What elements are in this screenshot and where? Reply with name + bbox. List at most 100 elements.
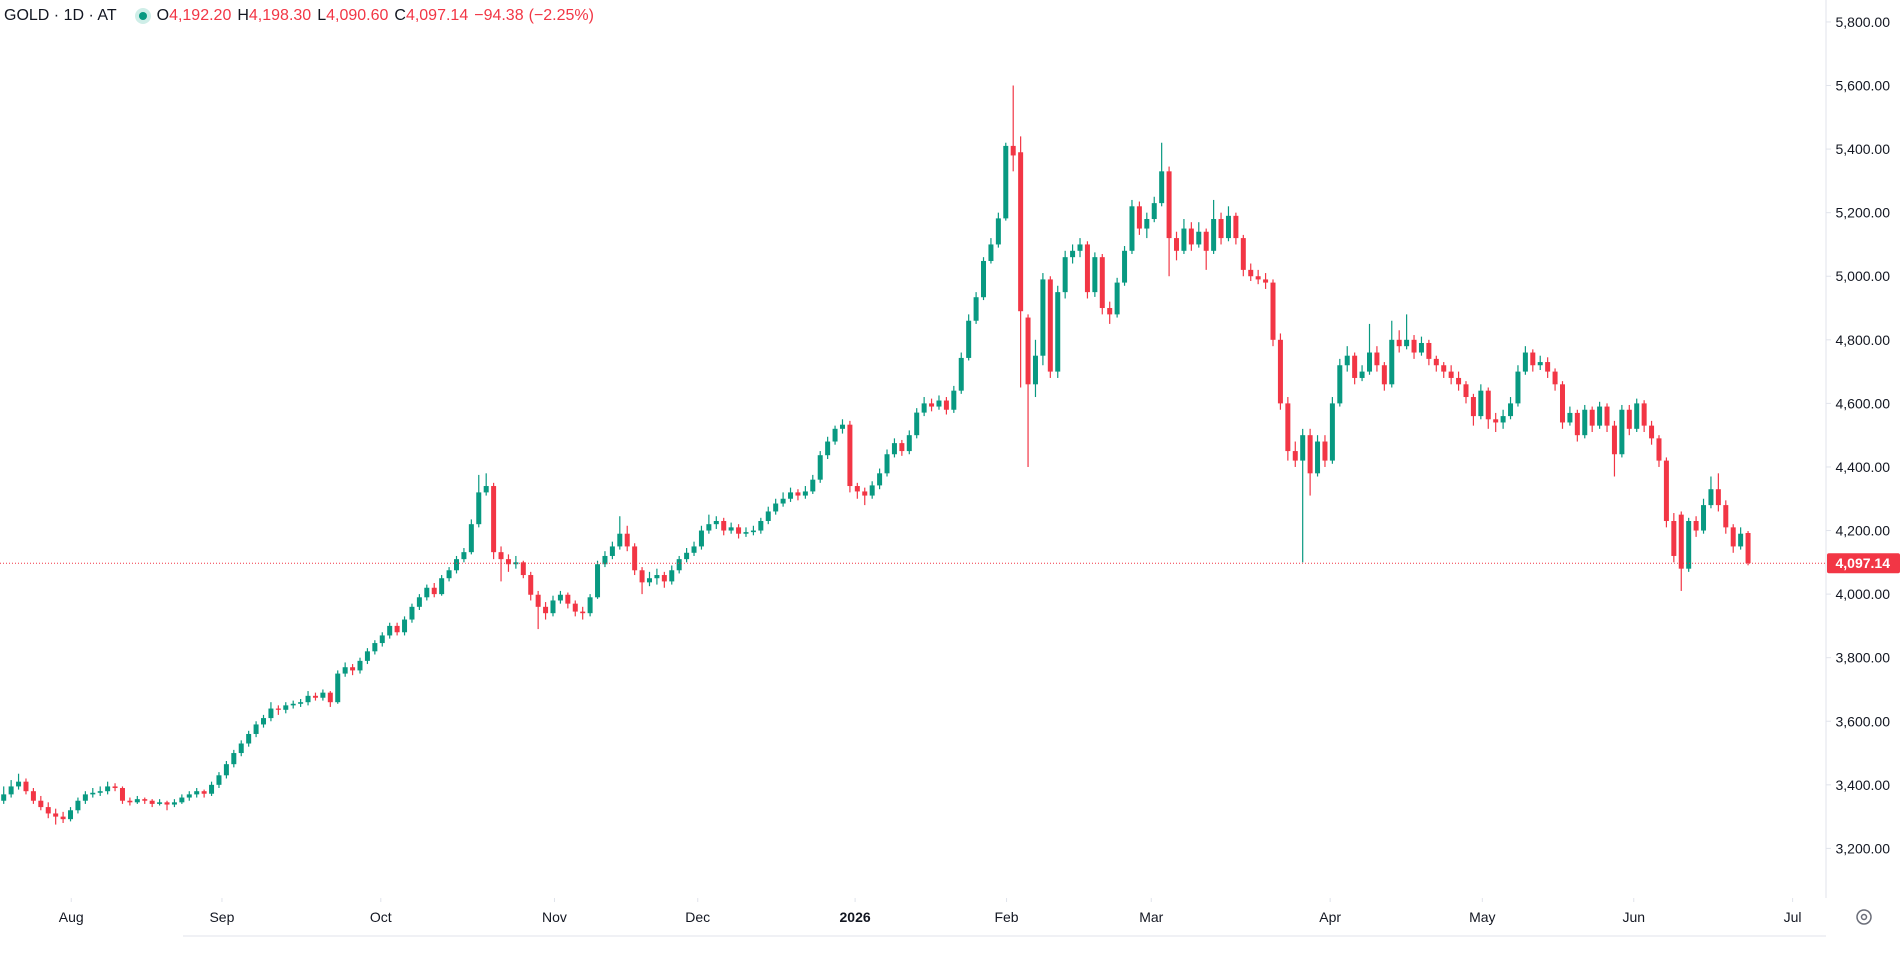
x-tick-label: Jul: [1784, 909, 1802, 925]
candle-body: [268, 708, 274, 719]
candle-body: [1211, 219, 1217, 251]
candle-body: [127, 800, 133, 803]
candle-body: [1010, 145, 1016, 156]
candle-body: [1611, 425, 1617, 455]
candle-body: [1240, 238, 1246, 270]
candle-body: [275, 708, 281, 710]
candle-body: [684, 552, 690, 560]
candle-body: [498, 552, 504, 560]
candle-body: [387, 625, 393, 636]
candle-body: [1277, 339, 1283, 404]
candle-body: [654, 575, 660, 579]
candle-body: [543, 606, 549, 614]
candle-body: [283, 705, 289, 710]
candle-body: [1441, 365, 1447, 372]
candle-body: [223, 764, 229, 776]
candle-body: [491, 486, 497, 553]
candle-body: [1315, 441, 1321, 474]
candle-body: [1151, 203, 1157, 220]
candle-body: [1270, 282, 1276, 340]
candle-body: [646, 578, 652, 583]
candle-body: [320, 692, 326, 698]
candle-body: [966, 320, 972, 358]
candle-body: [1730, 527, 1736, 547]
candle-body: [587, 597, 593, 614]
candle-body: [1062, 257, 1068, 293]
y-tick-label: 4,200.00: [1836, 523, 1891, 539]
candle-body: [839, 424, 845, 429]
candle-body: [179, 797, 185, 803]
symbol-title[interactable]: GOLD · 1D · AT: [4, 7, 117, 24]
y-tick-label: 5,200.00: [1836, 205, 1891, 221]
candle-body: [394, 625, 400, 633]
y-tick-label: 4,600.00: [1836, 395, 1891, 411]
candle-body: [305, 695, 311, 703]
candle-body: [958, 357, 964, 391]
candle-body: [505, 559, 511, 565]
candle-body: [632, 546, 638, 571]
settings-icon[interactable]: [1856, 909, 1872, 925]
candle-body: [1708, 489, 1714, 506]
candle-body: [1389, 339, 1395, 385]
candle-body: [1545, 362, 1551, 372]
candle-body: [1515, 371, 1521, 404]
candle-body: [1122, 250, 1128, 283]
candle-body: [68, 810, 74, 820]
candle-body: [788, 492, 794, 499]
candle-body: [209, 784, 215, 794]
y-tick-label: 4,000.00: [1836, 586, 1891, 602]
candle-body: [1522, 352, 1528, 372]
candle-body: [877, 473, 883, 486]
candle-body: [1077, 244, 1083, 251]
candle-body: [1619, 409, 1625, 455]
candle-body: [891, 443, 897, 455]
candle-body: [1099, 257, 1105, 309]
candle-body: [1745, 533, 1751, 564]
x-tick-label: Mar: [1139, 909, 1163, 925]
candle-body: [1032, 355, 1038, 385]
candle-body: [943, 400, 949, 410]
candle-body: [342, 667, 348, 674]
high-value: 4,198.30: [248, 7, 312, 24]
candle-body: [1693, 520, 1699, 531]
candle-body: [1181, 228, 1187, 251]
candle-body: [1404, 339, 1410, 347]
x-tick-label: 2026: [840, 909, 871, 925]
candle-body: [617, 533, 623, 547]
candle-body: [327, 692, 333, 703]
candle-body: [1203, 231, 1209, 251]
candle-body: [1367, 352, 1372, 372]
candle-body: [1329, 403, 1335, 461]
candle-body: [743, 532, 749, 534]
candle-body: [446, 570, 452, 579]
candle-body: [535, 594, 541, 607]
candle-body: [1174, 238, 1180, 251]
candle-body: [1508, 403, 1514, 417]
candle-body: [357, 660, 363, 671]
candle-body: [669, 570, 675, 582]
candle-body: [1559, 384, 1565, 423]
candle-body: [1567, 412, 1573, 423]
candle-body: [795, 492, 801, 496]
candle-body: [713, 520, 719, 525]
candle-body: [780, 498, 786, 504]
candle-body: [1144, 219, 1150, 229]
open-label: O: [156, 7, 170, 24]
candle-body: [201, 791, 207, 794]
candle-body: [736, 527, 742, 534]
candle-body: [1188, 228, 1194, 245]
candle-body: [476, 492, 482, 525]
candle-body: [97, 791, 103, 793]
candle-body: [1129, 206, 1135, 251]
candle-body: [142, 799, 148, 801]
candle-body: [1641, 403, 1647, 426]
candle-body: [884, 454, 890, 474]
candle-body: [112, 786, 118, 789]
y-tick-label: 5,600.00: [1836, 78, 1891, 94]
candle-body: [1292, 451, 1298, 461]
candle-body: [1396, 339, 1402, 347]
candle-body: [134, 799, 140, 803]
candle-body: [520, 562, 526, 576]
candle-body: [379, 635, 385, 644]
candle-body: [691, 546, 697, 553]
